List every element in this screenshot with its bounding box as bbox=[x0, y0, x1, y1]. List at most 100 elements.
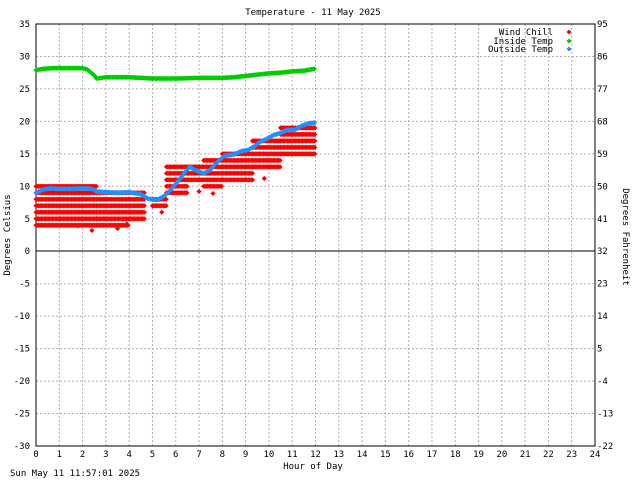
legend-label-wind-chill: Wind Chill bbox=[499, 28, 553, 38]
y-axis-label-left: Degrees Celsius bbox=[3, 194, 13, 275]
y-tick-label-left: -30 bbox=[14, 442, 30, 452]
wind-chill-point bbox=[163, 196, 169, 202]
wind-chill-point bbox=[184, 183, 190, 189]
x-tick-label: 9 bbox=[243, 450, 248, 460]
y-tick-label-left: 5 bbox=[25, 215, 30, 225]
outside-temp-point bbox=[252, 143, 258, 149]
y-tick-label-left: 25 bbox=[19, 85, 30, 95]
y-tick-label-left: 10 bbox=[19, 182, 30, 192]
y-tick-label-right: -22 bbox=[597, 442, 613, 452]
wind-chill-point bbox=[184, 190, 190, 196]
series-outside-temp bbox=[33, 120, 317, 203]
y-tick-label-right: 32 bbox=[597, 247, 608, 257]
inside-temp-point bbox=[91, 72, 97, 78]
y-tick-label-left: 15 bbox=[19, 150, 30, 160]
y-tick-label-right: 77 bbox=[597, 85, 608, 95]
x-tick-label: 4 bbox=[126, 450, 131, 460]
legend-marker-inside-temp bbox=[566, 38, 572, 44]
x-tick-label: 16 bbox=[403, 450, 414, 460]
plot-frame bbox=[35, 23, 596, 447]
legend-label-inside-temp: Inside Temp bbox=[493, 37, 553, 47]
x-tick-label: 19 bbox=[473, 450, 484, 460]
wind-chill-point bbox=[141, 209, 147, 215]
tick-labels: 0 1 2 3 4 5 6 7 8 9 10 11 12 13 14 15 16 17 18 19 20 21 22 23 24… bbox=[14, 20, 614, 460]
x-tick-label: 6 bbox=[173, 450, 178, 460]
inside-temp-point bbox=[311, 66, 317, 72]
y-tick-label-right: 5 bbox=[597, 345, 602, 355]
y-tick-label-left: 30 bbox=[19, 52, 30, 62]
x-tick-label: 24 bbox=[590, 450, 601, 460]
y-tick-label-right: 68 bbox=[597, 117, 608, 127]
y-tick-label-left: 20 bbox=[19, 117, 30, 127]
wind-chill-point bbox=[218, 183, 225, 189]
wind-chill-point bbox=[312, 151, 318, 157]
outside-temp-point bbox=[311, 120, 317, 126]
y-tick-label-right: 86 bbox=[597, 52, 608, 62]
wind-chill-point bbox=[312, 138, 318, 144]
wind-chill-point bbox=[124, 221, 130, 227]
x-tick-label: 7 bbox=[196, 450, 201, 460]
wind-chill-point bbox=[210, 190, 216, 197]
wind-chill-point bbox=[249, 177, 256, 183]
data-series bbox=[33, 65, 318, 234]
wind-chill-point bbox=[141, 203, 147, 209]
wind-chill-point bbox=[312, 144, 318, 150]
x-axis-label: Hour of Day bbox=[283, 462, 343, 472]
x-tick-label: 2 bbox=[80, 450, 85, 460]
wind-chill-point bbox=[114, 225, 121, 232]
x-tick-label: 23 bbox=[566, 450, 577, 460]
x-tick-label: 12 bbox=[310, 450, 321, 460]
y-tick-label-right: 59 bbox=[597, 150, 608, 160]
y-tick-label-right: 23 bbox=[597, 280, 608, 290]
y-tick-label-right: 95 bbox=[597, 20, 608, 30]
legend-marker-outside-temp bbox=[566, 46, 572, 52]
x-tick-label: 0 bbox=[33, 450, 38, 460]
wind-chill-point bbox=[75, 223, 81, 229]
outside-temp-point bbox=[255, 140, 261, 147]
x-tick-label: 13 bbox=[333, 450, 344, 460]
y-tick-label-left: -10 bbox=[14, 312, 30, 322]
x-tick-label: 5 bbox=[150, 450, 155, 460]
x-tick-label: 17 bbox=[427, 450, 438, 460]
wind-chill-point bbox=[159, 209, 165, 215]
wind-chill-point bbox=[249, 170, 256, 176]
y-tick-label-left: -20 bbox=[14, 377, 30, 387]
y-tick-label-left: 0 bbox=[25, 247, 30, 257]
wind-chill-point bbox=[261, 175, 267, 182]
x-tick-label: 22 bbox=[543, 450, 554, 460]
wind-chill-point bbox=[312, 131, 318, 137]
chart-title: Temperature - 11 May 2025 bbox=[245, 8, 380, 18]
wind-chill-point bbox=[93, 183, 99, 189]
wind-chill-point bbox=[312, 125, 318, 131]
grid-lines bbox=[36, 24, 595, 446]
y-axis-label-right: Degrees Fahrenheit bbox=[620, 188, 630, 286]
wind-chill-point bbox=[196, 188, 202, 195]
x-tick-label: 8 bbox=[220, 450, 225, 460]
x-tick-label: 1 bbox=[57, 450, 62, 460]
y-tick-label-right: 50 bbox=[597, 182, 608, 192]
wind-chill-point bbox=[163, 203, 169, 209]
y-tick-label-right: 41 bbox=[597, 215, 608, 225]
x-tick-label: 10 bbox=[263, 450, 274, 460]
generated-timestamp: Sun May 11 11:57:01 2025 bbox=[10, 469, 141, 479]
x-tick-label: 14 bbox=[357, 450, 368, 460]
legend-marker-wind-chill bbox=[566, 29, 572, 35]
legend: Wind Chill Inside Temp Outside Temp bbox=[488, 28, 572, 55]
x-tick-label: 18 bbox=[450, 450, 461, 460]
wind-chill-point bbox=[141, 216, 147, 222]
x-tick-label: 3 bbox=[103, 450, 108, 460]
y-tick-label-left: 35 bbox=[19, 20, 30, 30]
y-tick-label-left: -15 bbox=[14, 345, 30, 355]
y-tick-label-right: 14 bbox=[597, 312, 608, 322]
x-tick-label: 21 bbox=[520, 450, 531, 460]
y-tick-label-left: -5 bbox=[19, 280, 30, 290]
y-tick-label-left: -25 bbox=[14, 410, 30, 420]
y-tick-label-right: -4 bbox=[597, 377, 608, 387]
series-inside-temp bbox=[33, 65, 317, 82]
wind-chill-point bbox=[277, 157, 283, 163]
x-tick-label: 11 bbox=[287, 450, 298, 460]
x-tick-label: 20 bbox=[496, 450, 507, 460]
wind-chill-point bbox=[277, 164, 283, 170]
legend-label-outside-temp: Outside Temp bbox=[488, 45, 553, 55]
